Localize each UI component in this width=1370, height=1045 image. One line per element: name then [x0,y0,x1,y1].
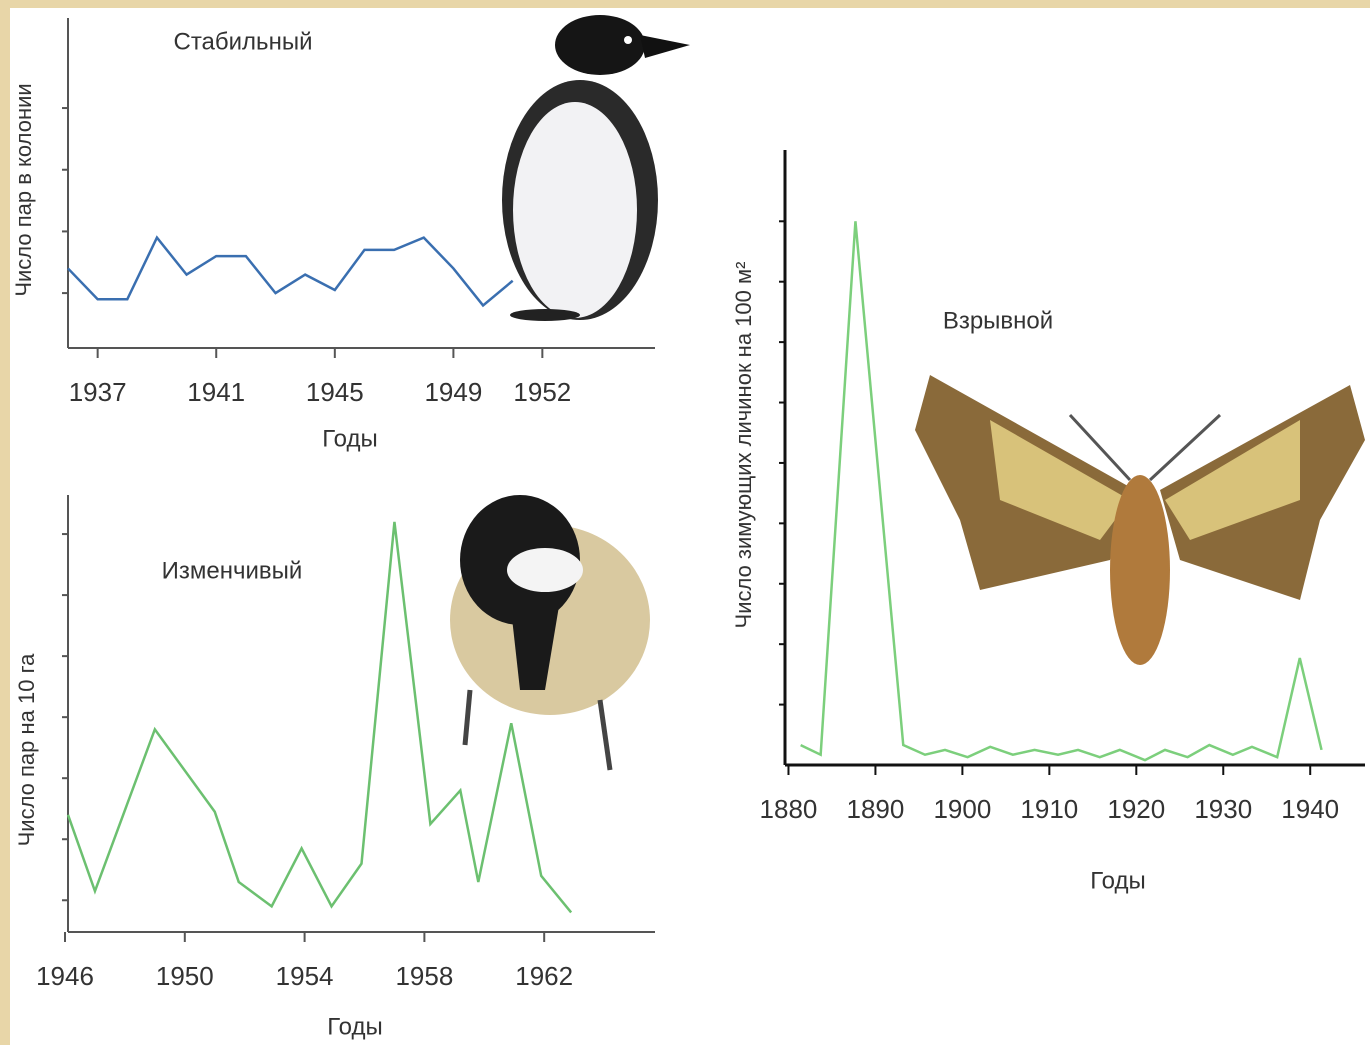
x-tick-label: 1941 [187,377,245,407]
x-tick-label: 1962 [515,961,573,991]
x-tick-label: 1950 [156,961,214,991]
y-axis-label: Число пар на 10 га [14,653,39,847]
x-tick-label: 1930 [1194,794,1252,824]
y-axis-label: Число зимующих личинок на 100 м² [731,262,756,629]
figure: Стабильный Годы Число пар в колонии 1937 194… [0,0,1370,1045]
x-axis-label: Годы [1090,867,1145,894]
x-tick-label: 1954 [276,961,334,991]
x-tick-label: 1890 [847,794,905,824]
x-tick-label: 1952 [513,377,571,407]
x-tick-label: 1945 [306,377,364,407]
x-tick-label: 1920 [1107,794,1165,824]
chart-title: Стабильный [174,28,313,55]
x-tick-label: 1958 [395,961,453,991]
x-tick-label: 1946 [36,961,94,991]
x-tick-label: 1880 [760,794,818,824]
chart-title: Изменчивый [162,557,303,584]
x-tick-label: 1910 [1020,794,1078,824]
x-tick-label: 1949 [424,377,482,407]
x-tick-label: 1900 [933,794,991,824]
chart-title: Взрывной [943,307,1053,334]
x-tick-label: 1937 [69,377,127,407]
x-axis-label: Годы [327,1013,382,1040]
y-axis-label: Число пар в колонии [11,83,36,296]
x-tick-label: 1940 [1281,794,1339,824]
page: Стабильный Годы Число пар в колонии 1937 194… [0,0,1370,1045]
x-axis-label: Годы [322,425,377,452]
